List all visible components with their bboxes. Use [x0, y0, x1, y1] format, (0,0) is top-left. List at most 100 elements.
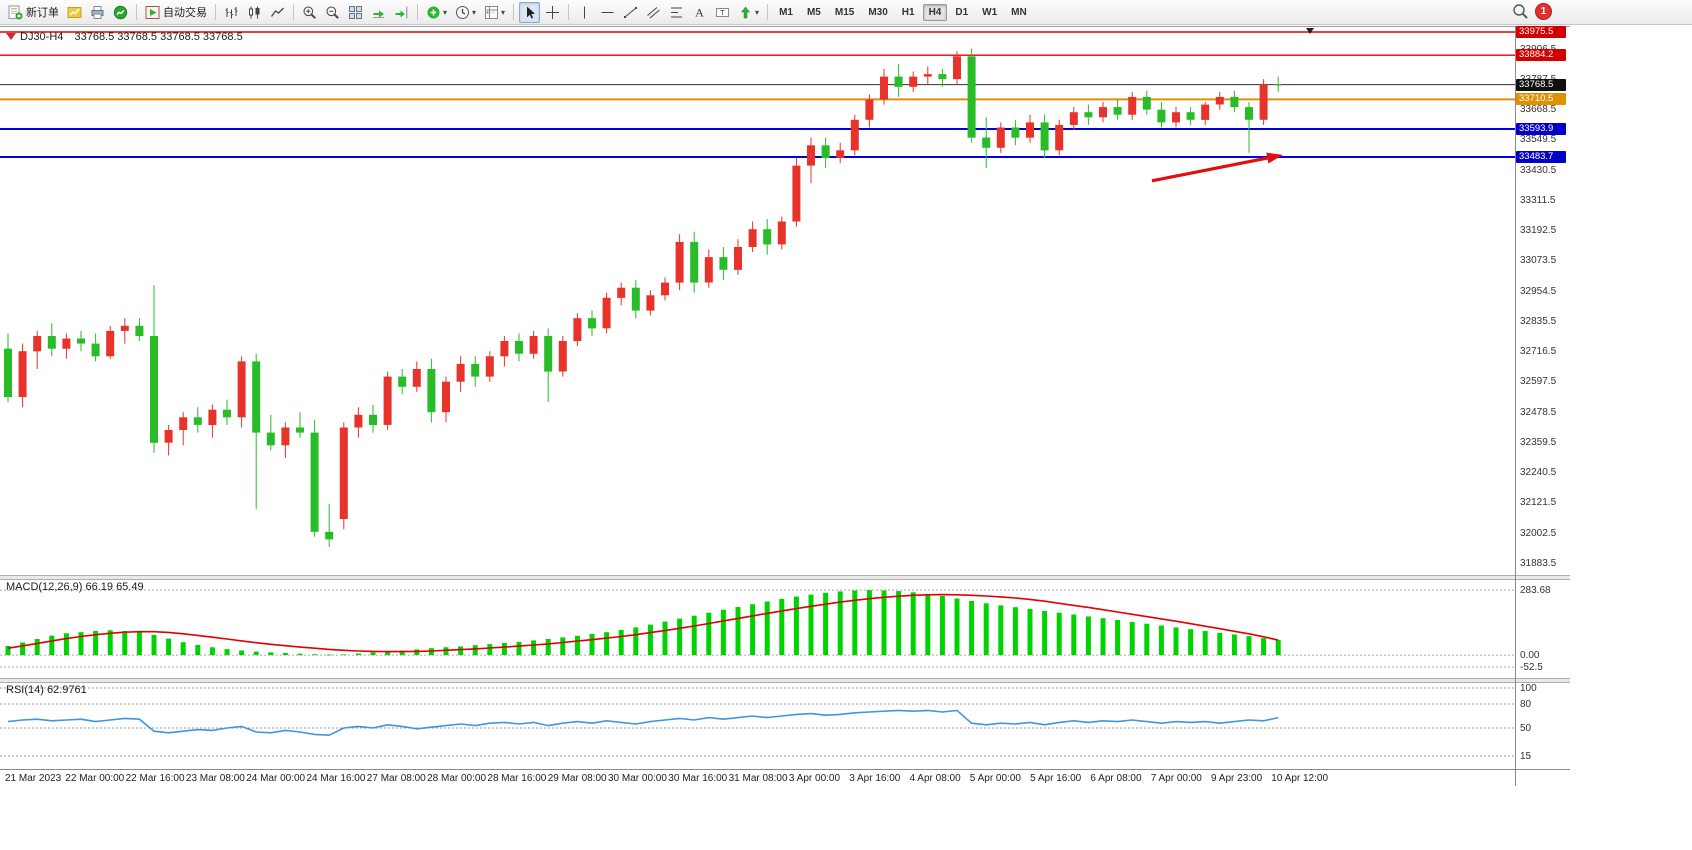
new-order-button[interactable]: 新订单: [5, 2, 62, 23]
main-chart-canvas[interactable]: [0, 26, 1515, 576]
macd-scale-label: 0.00: [1520, 650, 1540, 662]
search-icon[interactable]: [1512, 3, 1529, 20]
price-scale-label: 32716.5: [1520, 346, 1557, 358]
chart-frame-top: [0, 26, 1570, 27]
macd-splitter[interactable]: [0, 575, 1570, 580]
chart-ohlc-values: 33768.5 33768.5 33768.5 33768.5: [74, 31, 243, 43]
price-scale-label: 33549.5: [1520, 134, 1557, 146]
chevron-down-icon: ▾: [443, 7, 448, 17]
timeframe-button-m1[interactable]: M1: [779, 6, 793, 18]
rsi-scale-label: 15: [1520, 751, 1532, 762]
autotrading-button[interactable]: 自动交易: [142, 2, 210, 23]
toolbar-separator: [215, 4, 216, 20]
new-chart-button[interactable]: [64, 2, 85, 23]
price-scale-label: 31883.5: [1520, 557, 1557, 569]
zoom-out-button[interactable]: [322, 2, 343, 23]
bar-chart-icon: [224, 5, 239, 20]
notification-badge[interactable]: 1: [1535, 3, 1552, 20]
channel-tool-button[interactable]: [643, 2, 664, 23]
price-axis[interactable]: 33906.533787.533668.533549.533430.533311…: [1516, 25, 1570, 786]
timeframe-button-w1[interactable]: W1: [982, 6, 998, 18]
candlestick-chart-icon: [247, 5, 262, 20]
horizontal-line-icon: [600, 5, 615, 20]
timeframe-button-m5[interactable]: M5: [806, 6, 821, 18]
templates-button[interactable]: ▾: [481, 2, 508, 23]
chart-shift-marker[interactable]: [1306, 28, 1314, 34]
bar-chart-button[interactable]: [221, 2, 242, 23]
arrow-annotation[interactable]: [1151, 152, 1283, 183]
chart-header: DJ30-H4 33768.5 33768.5 33768.5 33768.5: [20, 31, 243, 43]
tile-windows-button[interactable]: [345, 2, 366, 23]
macd-scale-label: 283.68: [1520, 585, 1551, 597]
chart-shift-button[interactable]: [391, 2, 412, 23]
time-axis-label: 21 Mar 2023: [5, 773, 62, 784]
templates-icon: [484, 5, 499, 20]
trendline-tool-button[interactable]: [620, 2, 641, 23]
cursor-tool-button[interactable]: [519, 1, 541, 23]
macd-panel-canvas[interactable]: [0, 579, 1515, 678]
market-watch-button[interactable]: [110, 2, 131, 23]
timeframe-button-mn[interactable]: MN: [1011, 6, 1027, 18]
rsi-panel-canvas[interactable]: [0, 682, 1515, 768]
hlines-layer[interactable]: [0, 31, 1515, 158]
rsi-scale-label: 100: [1520, 683, 1537, 694]
toolbar-separator: [568, 4, 570, 20]
svg-text:A: A: [695, 5, 704, 19]
crosshair-icon: [545, 5, 560, 20]
line-chart-icon: [270, 5, 285, 20]
periods-button[interactable]: ▾: [452, 2, 479, 23]
time-axis-label: 4 Apr 08:00: [909, 773, 961, 784]
timeframe-button-h1[interactable]: H1: [901, 6, 915, 18]
trendline-icon: [623, 5, 638, 20]
price-line-tag: 33768.5: [1516, 78, 1566, 91]
time-axis-label: 28 Mar 16:00: [487, 773, 547, 784]
price-scale-label: 32954.5: [1520, 285, 1557, 297]
timeframe-button-m15[interactable]: M15: [834, 6, 855, 18]
label-tool-button[interactable]: T: [712, 2, 733, 23]
price-scale-label: 32359.5: [1520, 436, 1557, 448]
time-axis-label: 5 Apr 16:00: [1030, 773, 1082, 784]
toolbar-separator: [293, 4, 294, 20]
time-axis-label: 3 Apr 16:00: [849, 773, 901, 784]
candlestick-chart-button[interactable]: [244, 2, 265, 23]
indicators-button[interactable]: ▾: [423, 2, 450, 23]
toolbar-right-cluster: 1: [1512, 3, 1552, 20]
timeframe-button-m30[interactable]: M30: [868, 6, 888, 18]
price-line-tag: 33593.9: [1516, 123, 1566, 135]
print-button[interactable]: [87, 2, 108, 23]
time-axis-label: 30 Mar 00:00: [608, 773, 667, 784]
price-scale-label: 32478.5: [1520, 406, 1557, 418]
timeframe-button-h4[interactable]: H4: [922, 3, 948, 21]
candles-layer: [4, 48, 1283, 547]
chevron-down-icon: ▾: [755, 7, 760, 17]
crosshair-tool-button[interactable]: [542, 2, 563, 23]
time-axis-label: 22 Mar 00:00: [65, 773, 125, 784]
price-line-tag: 33975.5: [1516, 25, 1566, 38]
time-axis-label: 28 Mar 00:00: [427, 773, 487, 784]
svg-text:T: T: [720, 10, 725, 17]
clock-icon: [455, 5, 470, 20]
auto-scroll-button[interactable]: [368, 2, 389, 23]
timeframe-button-d1[interactable]: D1: [955, 6, 969, 18]
horizontal-line-tool-button[interactable]: [597, 2, 618, 23]
price-scale-label: 32121.5: [1520, 497, 1557, 509]
text-tool-button[interactable]: A: [689, 2, 710, 23]
rsi-splitter[interactable]: [0, 678, 1570, 683]
indicators-icon: [426, 5, 441, 20]
toolbar-separator: [513, 4, 515, 20]
time-axis-label: 10 Apr 12:00: [1271, 773, 1329, 784]
time-axis-label: 27 Mar 08:00: [366, 773, 426, 784]
fibonacci-tool-button[interactable]: [666, 2, 687, 23]
cursor-icon: [522, 5, 537, 20]
printer-icon: [90, 5, 105, 20]
line-chart-button[interactable]: [267, 2, 288, 23]
arrows-tool-button[interactable]: ▾: [735, 2, 762, 23]
timeframe-button-group: M1 M5 M15 M30 H1 H4 D1 W1 MN: [772, 3, 1034, 21]
time-axis[interactable]: 21 Mar 2023 22 Mar 00:00 22 Mar 16:00 23 Ma…: [0, 771, 1570, 788]
zoom-in-button[interactable]: [299, 2, 320, 23]
auto-scroll-icon: [371, 5, 386, 20]
time-axis-label: 29 Mar 08:00: [547, 773, 607, 784]
chevron-down-icon: ▾: [472, 7, 477, 17]
vertical-line-tool-button[interactable]: [574, 2, 595, 23]
time-axis-label: 6 Apr 08:00: [1090, 773, 1142, 784]
